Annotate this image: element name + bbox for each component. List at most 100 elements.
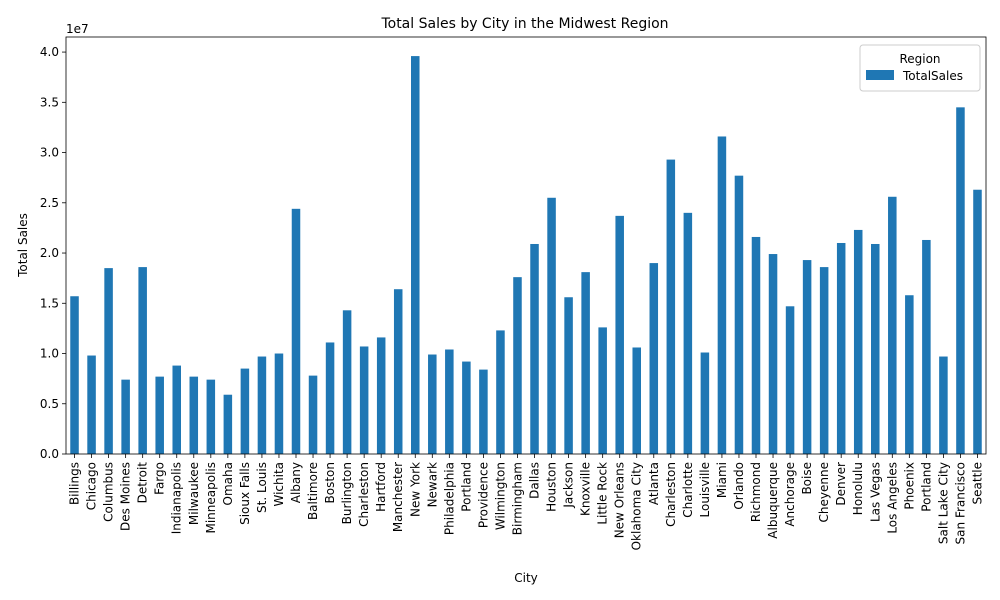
- bar: [496, 330, 505, 454]
- y-tick-label: 1.0: [40, 347, 59, 361]
- chart-title: Total Sales by City in the Midwest Regio…: [380, 16, 668, 32]
- bar: [393, 289, 403, 454]
- x-tick-label: Hartford: [374, 462, 388, 512]
- x-tick-label: New Orleans: [613, 462, 627, 538]
- bars-group: [70, 56, 982, 455]
- bar: [291, 208, 301, 454]
- bar: [751, 236, 761, 454]
- bar: [871, 243, 880, 454]
- bar: [785, 306, 795, 454]
- bar: [632, 347, 641, 454]
- x-tick-label: Cheyenne: [817, 462, 831, 522]
- y-tick-label: 0.5: [40, 397, 59, 411]
- x-tick-label: Denver: [834, 462, 848, 506]
- bar: [172, 365, 181, 454]
- x-tick-label: Portland: [919, 462, 933, 512]
- y-tick-label: 2.0: [40, 246, 59, 260]
- x-tick-label: Philadelphia: [442, 462, 456, 535]
- bar: [615, 215, 624, 454]
- bar: [70, 296, 79, 454]
- bar: [257, 356, 267, 454]
- x-tick-label: Salt Lake City: [936, 462, 950, 544]
- x-tick-label: Albuquerque: [766, 462, 780, 539]
- bar: [802, 260, 812, 454]
- x-tick-label: Dallas: [528, 462, 542, 499]
- bar: [104, 268, 113, 454]
- bar: [325, 342, 335, 454]
- x-tick-label: Charleston: [664, 462, 678, 527]
- x-tick-label: Columbus: [102, 462, 116, 522]
- bar: [155, 376, 164, 454]
- x-tick-label: Houston: [545, 462, 559, 512]
- y-tick-label: 3.0: [40, 146, 59, 160]
- bar: [342, 310, 352, 454]
- y-ticks-group: 0.0 0.5 1.0 1.5 2.0 2.5 3.0 3.5 4.0: [40, 45, 66, 461]
- x-tick-label: Chicago: [85, 462, 99, 510]
- bar: [939, 356, 948, 454]
- x-tick-label: Des Moines: [119, 462, 133, 531]
- bar: [683, 212, 693, 454]
- x-tick-label: Milwaukee: [187, 462, 201, 525]
- bar: [240, 368, 250, 454]
- x-tick-label: Omaha: [221, 462, 235, 505]
- x-tick-label: Sioux Falls: [238, 462, 252, 525]
- x-tick-label: Burlington: [340, 462, 354, 524]
- x-tick-label: Birmingham: [510, 462, 524, 535]
- x-tick-label: Wilmington: [493, 462, 507, 530]
- y-tick-label: 3.5: [40, 95, 59, 109]
- x-tick-label: Louisville: [698, 462, 712, 518]
- bar: [717, 136, 727, 455]
- bar: [206, 379, 216, 454]
- bar: [87, 355, 96, 454]
- bar: [479, 369, 488, 454]
- bar: [547, 197, 556, 454]
- x-tick-label: New York: [408, 462, 422, 517]
- x-tick-label: Little Rock: [596, 462, 610, 525]
- bar: [274, 353, 284, 454]
- x-tick-label: Boston: [323, 462, 337, 503]
- y-tick-label: 4.0: [40, 45, 59, 59]
- bar: [973, 189, 982, 455]
- x-tick-label: Miami: [715, 462, 729, 498]
- bar: [530, 243, 539, 454]
- x-tick-label: San Francisco: [953, 462, 967, 544]
- x-tick-label: Jackson: [562, 462, 576, 509]
- bar: [819, 267, 829, 454]
- x-tick-label: Phoenix: [902, 462, 916, 510]
- y-tick-label: 1.5: [40, 296, 59, 310]
- bar: [428, 354, 437, 454]
- x-tick-label: Seattle: [970, 462, 984, 504]
- bar: [223, 394, 233, 454]
- x-tick-label: Manchester: [391, 462, 405, 532]
- x-tick-label: Atlanta: [647, 462, 661, 505]
- y-scale-label: 1e7: [66, 22, 89, 36]
- bar: [189, 376, 199, 454]
- x-tick-label: Detroit: [136, 462, 150, 504]
- bar: [411, 56, 420, 455]
- x-tick-label: Billings: [68, 462, 82, 505]
- x-tick-label: Charlotte: [681, 462, 695, 518]
- bar: [121, 379, 130, 454]
- bar: [905, 295, 914, 454]
- bar: [376, 337, 386, 454]
- y-tick-label: 0.0: [40, 447, 59, 461]
- bar: [956, 107, 965, 454]
- bar: [445, 349, 454, 454]
- bar: [853, 229, 863, 454]
- bar: [666, 159, 676, 454]
- x-axis-label: City: [514, 571, 538, 585]
- x-tick-label: Newark: [425, 462, 439, 507]
- x-tick-label: Orlando: [732, 462, 746, 510]
- x-tick-label: Wichita: [272, 462, 286, 507]
- x-tick-label: St. Louis: [255, 462, 269, 513]
- bar: [513, 277, 522, 454]
- x-tick-label: Albany: [289, 462, 303, 503]
- y-tick-label: 2.5: [40, 196, 59, 210]
- x-tick-label: Oklahoma City: [630, 462, 644, 550]
- x-tick-label: Richmond: [749, 462, 763, 522]
- legend: Region TotalSales: [859, 44, 981, 92]
- legend-title: Region: [899, 52, 940, 66]
- bar: [138, 267, 147, 454]
